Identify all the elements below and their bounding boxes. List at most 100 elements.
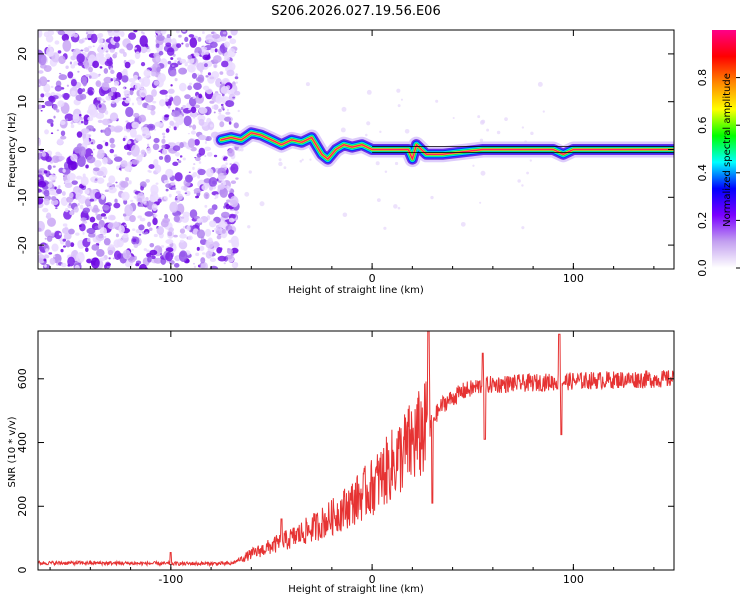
noise-speck	[38, 97, 44, 102]
noise-speck	[156, 66, 161, 73]
noise-speck	[214, 197, 217, 200]
noise-speck	[204, 228, 212, 237]
noise-speck	[217, 114, 227, 121]
noise-speck	[496, 130, 501, 135]
noise-speck	[95, 74, 99, 77]
noise-speck	[71, 90, 76, 96]
noise-speck	[80, 118, 84, 121]
noise-speck	[89, 198, 95, 202]
noise-speck	[96, 170, 104, 177]
noise-speck	[182, 30, 186, 33]
noise-speck	[157, 198, 162, 203]
noise-speck	[142, 198, 147, 204]
noise-speck	[119, 48, 125, 54]
noise-speck	[176, 57, 182, 61]
noise-speck	[200, 257, 206, 264]
noise-speck	[154, 164, 162, 174]
noise-speck	[159, 99, 166, 107]
noise-speck	[164, 98, 169, 102]
noise-speck	[147, 221, 152, 227]
noise-speck	[234, 211, 239, 214]
noise-speck	[472, 164, 475, 167]
noise-speck	[38, 138, 42, 145]
noise-speck	[68, 228, 75, 235]
noise-speck	[194, 104, 201, 109]
noise-speck	[48, 188, 56, 196]
noise-speck	[220, 103, 224, 107]
colorbar-label: Normalized spectral amplitude	[722, 73, 733, 227]
noise-speck	[126, 140, 132, 145]
noise-speck	[163, 36, 172, 45]
noise-speck	[103, 237, 111, 246]
x-tick-label: 0	[369, 272, 376, 285]
noise-speck	[244, 191, 250, 197]
noise-speck	[172, 187, 177, 191]
noise-speck	[98, 37, 104, 44]
noise-speck	[207, 151, 213, 157]
noise-speck	[146, 123, 156, 131]
noise-speck	[158, 50, 164, 56]
noise-speck	[132, 228, 136, 232]
noise-speck	[41, 104, 46, 109]
noise-speck	[193, 52, 200, 57]
noise-speck	[168, 193, 172, 198]
noise-speck	[227, 229, 235, 235]
noise-speck	[195, 252, 200, 257]
noise-speck	[108, 175, 116, 184]
noise-speck	[54, 85, 63, 92]
noise-speck	[38, 180, 47, 188]
noise-speck	[198, 93, 203, 99]
noise-speck	[186, 225, 191, 231]
noise-speck	[105, 50, 109, 53]
noise-speck	[229, 163, 233, 165]
noise-speck	[110, 69, 115, 75]
noise-speck	[75, 94, 84, 101]
noise-speck	[396, 88, 401, 93]
noise-speck	[171, 110, 181, 118]
noise-speck	[198, 107, 208, 114]
noise-speck	[168, 125, 172, 129]
noise-speck	[165, 128, 170, 133]
noise-speck	[172, 145, 181, 152]
noise-speck	[198, 161, 202, 164]
noise-speck	[122, 233, 129, 239]
noise-speck	[130, 199, 134, 203]
noise-speck	[85, 32, 89, 35]
noise-speck	[138, 233, 142, 236]
noise-speck	[188, 96, 197, 107]
noise-speck	[44, 229, 52, 238]
noise-speck	[151, 203, 158, 212]
noise-speck	[163, 179, 170, 184]
noise-speck	[56, 109, 60, 113]
noise-speck	[69, 61, 73, 65]
noise-speck	[137, 98, 143, 106]
noise-speck	[213, 104, 219, 110]
noise-speck	[112, 77, 116, 81]
noise-speck	[148, 227, 153, 231]
noise-speck	[111, 101, 115, 105]
noise-speck	[47, 183, 53, 188]
noise-speck	[199, 238, 207, 246]
noise-speck	[196, 246, 200, 251]
noise-speck	[110, 86, 117, 93]
noise-speck	[187, 64, 196, 73]
noise-speck	[54, 40, 60, 45]
noise-speck	[222, 31, 227, 35]
noise-speck	[193, 82, 202, 90]
noise-speck	[120, 31, 125, 37]
noise-speck	[38, 254, 46, 264]
noise-speck	[193, 188, 202, 194]
noise-speck	[115, 233, 119, 238]
noise-speck	[50, 132, 54, 135]
noise-speck	[194, 139, 200, 146]
noise-speck	[92, 60, 100, 69]
x-tick-label: -100	[158, 272, 183, 285]
noise-speck	[224, 41, 230, 48]
noise-speck	[375, 161, 380, 166]
noise-speck	[53, 115, 56, 119]
noise-speck	[168, 142, 172, 146]
noise-speck	[278, 158, 282, 162]
noise-speck	[517, 179, 521, 183]
noise-speck	[219, 247, 223, 251]
